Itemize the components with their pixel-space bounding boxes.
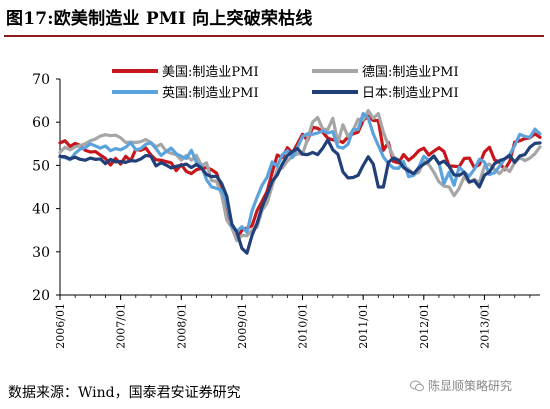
x-tick-label: 2010/01: [297, 303, 310, 349]
x-tick-label: 2009/01: [236, 303, 249, 349]
x-tick-label: 2013/01: [478, 303, 491, 349]
legend: 美国:制造业PMI 德国:制造业PMI 英国:制造业PMI 日本:制造业PMI: [112, 65, 459, 101]
x-tick-label: 2008/01: [175, 303, 188, 349]
y-axis: 20 30 40 50 60 70: [32, 72, 61, 304]
title-divider: [4, 35, 544, 37]
legend-label: 日本:制造业PMI: [362, 86, 459, 101]
y-tick-label: 40: [32, 202, 50, 218]
y-tick-label: 50: [32, 158, 50, 174]
wechat-icon: [410, 380, 424, 391]
watermark: 陈显顺策略研究: [410, 377, 512, 394]
x-axis: 2006/01 2007/01 2008/01 2009/01 2010/01 2011/…: [54, 294, 540, 349]
y-tick-label: 70: [32, 72, 50, 88]
series-lines: [58, 108, 542, 255]
x-tick-label: 2011/01: [357, 303, 370, 349]
chart-title: 图17:欧美制造业 PMI 向上突破荣枯线: [6, 9, 313, 29]
pmi-line-chart: 20 30 40 50 60 70 2006/01 2007/01 2008/01 2009/0…: [32, 65, 542, 349]
x-tick-label: 2006/01: [54, 303, 67, 349]
series-line-2: [58, 108, 542, 243]
legend-label: 德国:制造业PMI: [362, 65, 459, 80]
source-note: 数据来源：Wind，国泰君安证券研究: [8, 385, 241, 401]
legend-label: 美国:制造业PMI: [162, 65, 259, 80]
series-line-4: [58, 138, 542, 255]
x-tick-label: 2007/01: [115, 303, 128, 349]
x-tick-label: 2012/01: [418, 303, 431, 349]
y-tick-label: 30: [32, 245, 50, 261]
series-line-3: [58, 111, 542, 234]
y-tick-label: 20: [32, 288, 50, 304]
legend-label: 英国:制造业PMI: [162, 86, 259, 101]
watermark-text: 陈显顺策略研究: [428, 379, 513, 393]
y-tick-label: 60: [32, 115, 50, 131]
